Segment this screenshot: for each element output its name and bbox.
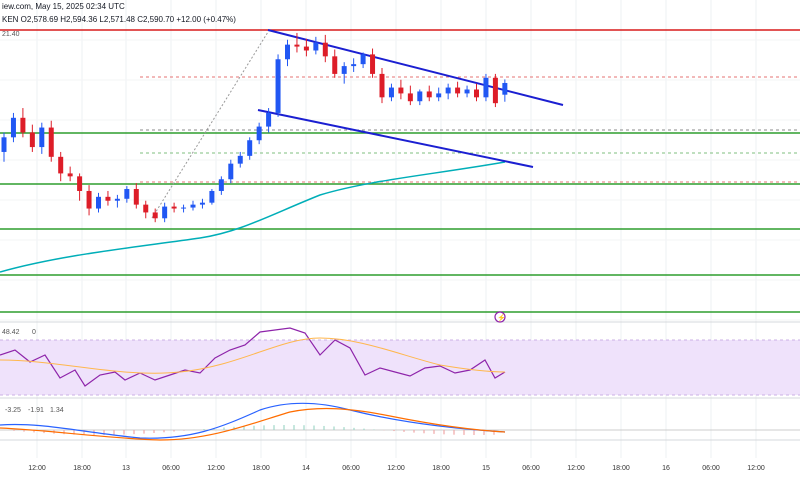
candle-body (10, 117, 16, 138)
candle-body (48, 127, 54, 157)
candle-body (171, 206, 177, 209)
x-tick-label: 14 (302, 465, 310, 472)
x-tick-label: 12:00 (387, 465, 405, 472)
x-tick-label: 12:00 (747, 465, 765, 472)
candle-body (29, 132, 35, 148)
candle-body (275, 59, 281, 113)
candle-body (247, 140, 253, 156)
candle-body (398, 87, 404, 94)
line-value-label: 21.40 (2, 31, 20, 38)
candle-body (39, 127, 45, 148)
source-label: iew.com, May 15, 2025 02:34 UTC (2, 2, 125, 11)
x-tick-label: 16 (662, 465, 670, 472)
candle-body (77, 176, 83, 191)
candle-body (152, 212, 158, 219)
rsi-ma-line (0, 337, 506, 374)
candle-body (294, 44, 300, 47)
candle-body (209, 190, 215, 203)
candle-body (237, 155, 243, 164)
candle-body (58, 156, 64, 174)
candle-body (341, 66, 347, 74)
candle-body (124, 189, 130, 199)
x-tick-label: 06:00 (162, 465, 180, 472)
x-tick-label: 18:00 (432, 465, 450, 472)
candle-body (228, 163, 234, 180)
candle-body (474, 89, 479, 98)
candle-body (96, 196, 101, 209)
candle-body (218, 179, 224, 191)
macd-v2-label: -1.91 (28, 407, 44, 414)
candle-body (86, 190, 92, 209)
moving-average-line (0, 161, 506, 273)
candle-body (303, 46, 309, 51)
candle-body (199, 202, 205, 205)
x-tick-label: 06:00 (342, 465, 360, 472)
candle-body (256, 126, 262, 141)
candle-body (266, 112, 272, 127)
candle-body (370, 54, 376, 74)
candle-body (360, 54, 366, 65)
rsi-value-label: 48.42 (2, 329, 20, 336)
x-tick-label: 06:00 (522, 465, 540, 472)
macd-v3-label: 1.34 (50, 407, 64, 414)
candle-body (133, 189, 139, 205)
upper-channel-trendline (267, 29, 564, 106)
lower-channel-trendline (257, 109, 534, 168)
candle-body (285, 44, 290, 60)
candle-body (455, 87, 461, 94)
x-tick-label: 12:00 (567, 465, 585, 472)
candle-body (483, 77, 489, 98)
candle-body (181, 207, 187, 209)
x-tick-label: 18:00 (252, 465, 270, 472)
candle-body (190, 204, 196, 208)
x-tick-label: 18:00 (73, 465, 91, 472)
rsi-extra-label: 0 (32, 329, 36, 336)
candle-body (1, 137, 7, 152)
candle-body (67, 173, 73, 177)
x-tick-label: 18:00 (612, 465, 630, 472)
candle-body (417, 91, 423, 102)
measure-guide-line (151, 31, 269, 219)
candle-body (379, 73, 385, 98)
candle-body (464, 89, 470, 94)
x-tick-label: 15 (482, 465, 490, 472)
candle-body (351, 64, 357, 67)
candle-body (388, 87, 394, 98)
candle-body (20, 117, 26, 133)
candle-body (407, 93, 413, 102)
chart-header: iew.com, May 15, 2025 02:34 UTC (2, 2, 127, 11)
signal-line (0, 407, 506, 441)
alert-icon (494, 311, 506, 323)
candle-body (436, 93, 442, 98)
alert-icon-glyph: ⚡ (497, 313, 506, 322)
candle-body (426, 91, 432, 98)
x-tick-label: 13 (122, 465, 130, 472)
candle-body (143, 204, 149, 213)
candle-body (492, 77, 498, 104)
candle-body (322, 42, 328, 57)
macd-line (0, 402, 506, 439)
candle-body (332, 56, 338, 74)
candle-body (114, 198, 120, 201)
candle-body (502, 82, 508, 95)
candle-body (445, 87, 451, 94)
x-tick-label: 06:00 (702, 465, 720, 472)
rsi-band (0, 340, 800, 395)
ohlc-readout: KEN O2,578.69 H2,594.36 L2,571.48 C2,590… (2, 15, 236, 24)
x-tick-label: 12:00 (28, 465, 46, 472)
ohlc-header: KEN O2,578.69 H2,594.36 L2,571.48 C2,590… (2, 15, 238, 24)
candle-body (105, 196, 111, 201)
candle-body (162, 206, 168, 219)
rsi-line (0, 327, 506, 387)
candle-body (313, 42, 319, 51)
x-tick-label: 12:00 (207, 465, 225, 472)
macd-v1-label: -3.25 (5, 407, 21, 414)
